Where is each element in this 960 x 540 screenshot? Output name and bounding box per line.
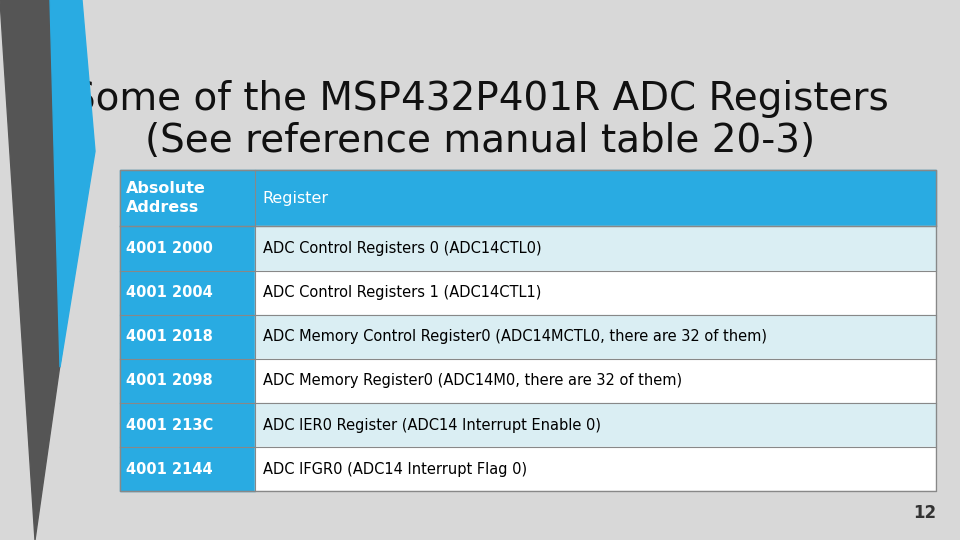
- Bar: [120, 403, 254, 447]
- Polygon shape: [50, 0, 95, 367]
- Text: 4001 2144: 4001 2144: [126, 462, 212, 477]
- Text: ADC Control Registers 0 (ADC14CTL0): ADC Control Registers 0 (ADC14CTL0): [263, 241, 541, 256]
- Text: Absolute
Address: Absolute Address: [126, 181, 205, 215]
- Bar: [254, 226, 936, 271]
- Bar: [254, 315, 936, 359]
- Bar: [254, 447, 936, 491]
- Polygon shape: [0, 0, 75, 540]
- Bar: [120, 315, 254, 359]
- Bar: [120, 271, 254, 315]
- Text: 4001 2000: 4001 2000: [126, 241, 213, 256]
- Bar: [120, 447, 254, 491]
- Text: Some of the MSP432P401R ADC Registers: Some of the MSP432P401R ADC Registers: [71, 80, 889, 118]
- Bar: [254, 359, 936, 403]
- Bar: [120, 359, 254, 403]
- Text: 4001 2018: 4001 2018: [126, 329, 213, 345]
- Bar: [120, 226, 254, 271]
- Text: 4001 2098: 4001 2098: [126, 374, 213, 388]
- Bar: [254, 271, 936, 315]
- Text: ADC IER0 Register (ADC14 Interrupt Enable 0): ADC IER0 Register (ADC14 Interrupt Enabl…: [263, 417, 601, 433]
- Text: 4001 2004: 4001 2004: [126, 285, 213, 300]
- Text: 12: 12: [913, 504, 936, 522]
- Bar: [120, 170, 936, 226]
- Bar: [254, 403, 936, 447]
- Text: ADC Memory Register0 (ADC14M0, there are 32 of them): ADC Memory Register0 (ADC14M0, there are…: [263, 374, 682, 388]
- Bar: [120, 170, 936, 491]
- Text: ADC IFGR0 (ADC14 Interrupt Flag 0): ADC IFGR0 (ADC14 Interrupt Flag 0): [263, 462, 527, 477]
- Text: 4001 213C: 4001 213C: [126, 417, 213, 433]
- Text: (See reference manual table 20-3): (See reference manual table 20-3): [145, 122, 815, 160]
- Text: Register: Register: [263, 191, 328, 206]
- Text: ADC Control Registers 1 (ADC14CTL1): ADC Control Registers 1 (ADC14CTL1): [263, 285, 541, 300]
- Text: ADC Memory Control Register0 (ADC14MCTL0, there are 32 of them): ADC Memory Control Register0 (ADC14MCTL0…: [263, 329, 767, 345]
